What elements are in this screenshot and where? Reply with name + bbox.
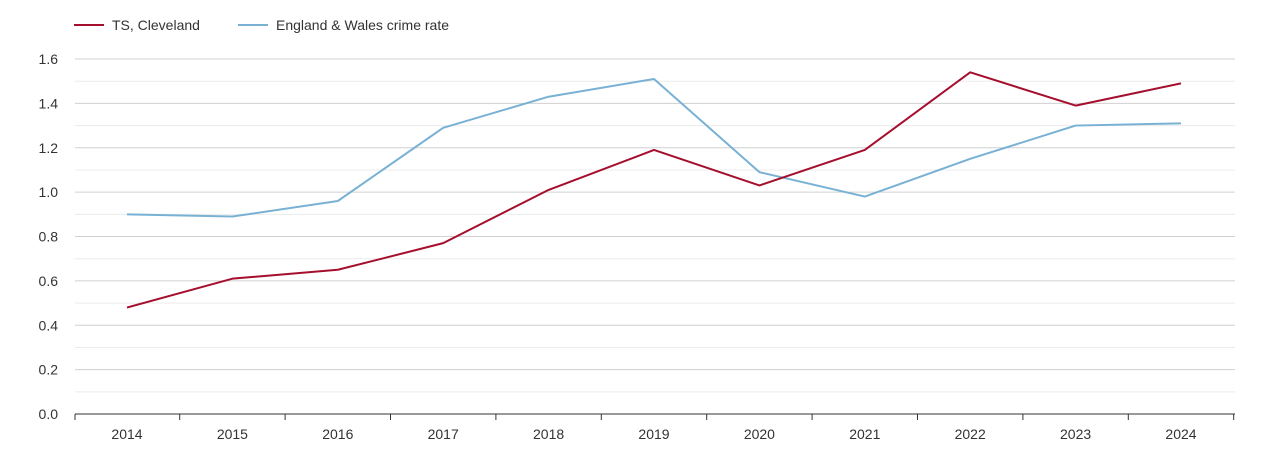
gridlines	[75, 58, 1235, 393]
legend-label-england-wales: England & Wales crime rate	[276, 17, 449, 33]
data-point-ts-cleveland[interactable]	[545, 186, 553, 194]
x-tick-label: 2016	[322, 426, 353, 442]
data-point-england-wales[interactable]	[1177, 119, 1185, 127]
y-tick-label: 1.4	[39, 95, 59, 111]
x-tick-label: 2020	[744, 426, 775, 442]
data-point-ts-cleveland[interactable]	[650, 146, 658, 154]
data-point-ts-cleveland[interactable]	[334, 266, 342, 274]
x-tick-label: 2015	[217, 426, 248, 442]
data-point-england-wales[interactable]	[966, 155, 974, 163]
legend-item-ts-cleveland[interactable]: TS, Cleveland	[74, 17, 200, 33]
x-tick-label: 2024	[1165, 426, 1196, 442]
y-tick-label: 1.6	[39, 51, 59, 67]
data-point-england-wales[interactable]	[228, 213, 236, 221]
legend-item-england-wales[interactable]: England & Wales crime rate	[238, 17, 449, 33]
x-tick-label: 2019	[638, 426, 669, 442]
legend-label-ts-cleveland: TS, Cleveland	[112, 17, 200, 33]
y-tick-label: 0.8	[39, 229, 59, 245]
data-point-ts-cleveland[interactable]	[966, 68, 974, 76]
x-tick-label: 2018	[533, 426, 564, 442]
legend: TS, Cleveland England & Wales crime rate	[74, 17, 449, 33]
data-point-ts-cleveland[interactable]	[439, 239, 447, 247]
series-line-ts-cleveland[interactable]	[126, 71, 1182, 309]
data-point-england-wales[interactable]	[439, 124, 447, 132]
y-tick-label: 0.6	[39, 273, 59, 289]
data-point-england-wales[interactable]	[545, 93, 553, 101]
data-point-england-wales[interactable]	[123, 210, 131, 218]
y-tick-label: 0.0	[39, 406, 59, 422]
x-axis: 2014 2015 2016 2017 2018 2019 2020 2021 2022 2023…	[74, 413, 1235, 442]
x-tick-label: 2021	[849, 426, 880, 442]
y-tick-label: 0.2	[39, 362, 59, 378]
data-point-ts-cleveland[interactable]	[123, 304, 131, 312]
data-point-england-wales[interactable]	[755, 168, 763, 176]
data-point-england-wales[interactable]	[650, 75, 658, 83]
x-tick-label: 2017	[428, 426, 459, 442]
data-point-england-wales[interactable]	[861, 193, 869, 201]
x-tick-label: 2023	[1060, 426, 1091, 442]
x-tick-label: 2022	[955, 426, 986, 442]
y-tick-label: 1.2	[39, 140, 59, 156]
y-axis: 0.0 0.2 0.4 0.6 0.8 1.0 1.2 1.4 1.6	[39, 51, 59, 422]
data-point-ts-cleveland[interactable]	[1072, 102, 1080, 110]
y-tick-label: 0.4	[39, 317, 59, 333]
data-point-england-wales[interactable]	[1072, 122, 1080, 130]
x-tick-label: 2014	[111, 426, 142, 442]
data-point-ts-cleveland[interactable]	[228, 275, 236, 283]
y-tick-label: 1.0	[39, 184, 59, 200]
data-point-england-wales[interactable]	[334, 197, 342, 205]
series-layer	[123, 68, 1185, 312]
series-line-england-wales[interactable]	[126, 77, 1182, 218]
data-point-ts-cleveland[interactable]	[861, 146, 869, 154]
data-point-ts-cleveland[interactable]	[755, 181, 763, 189]
data-point-ts-cleveland[interactable]	[1177, 79, 1185, 87]
